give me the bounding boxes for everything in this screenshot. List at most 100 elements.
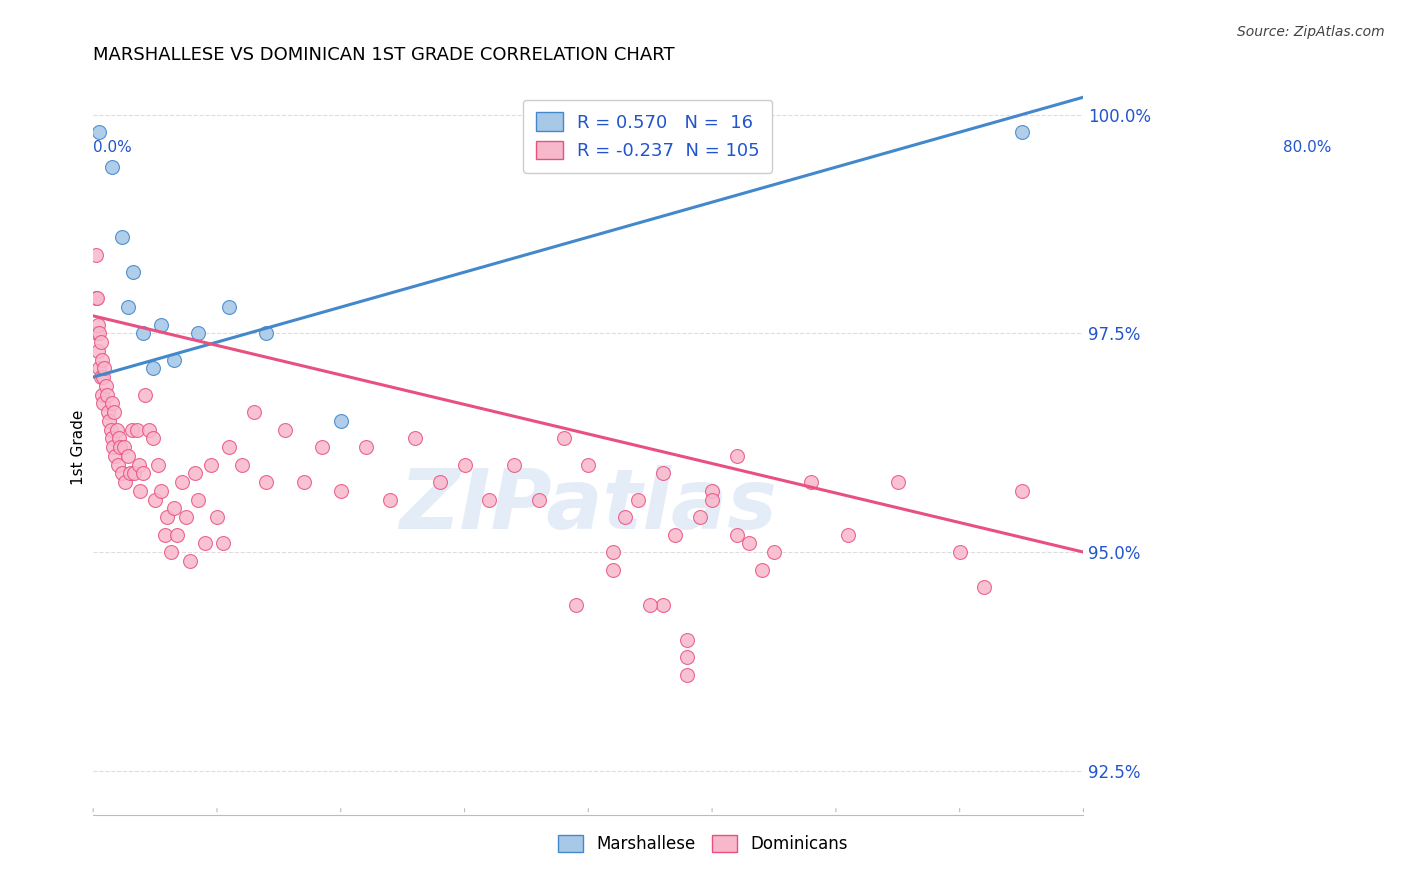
Point [664,527,686,541]
Point [131,467,153,481]
Point [194,536,217,550]
Point [101,440,124,454]
Text: Source: ZipAtlas.com: Source: ZipAtlas.com [1237,25,1385,39]
Text: ZIPatlas: ZIPatlas [399,466,778,547]
Point [104,449,127,463]
Point [651,598,673,612]
Point [329,414,352,428]
Point [156,510,179,524]
Point [949,545,972,559]
Point [453,458,475,472]
Point [887,475,910,489]
Point [1011,483,1033,498]
Point [231,458,253,472]
Point [100,431,122,445]
Point [111,230,134,244]
Point [91,370,114,384]
Point [565,598,588,612]
Point [114,475,136,489]
Point [96,387,118,401]
Point [143,492,166,507]
Point [676,632,699,647]
Point [142,361,165,376]
Point [311,440,333,454]
Point [90,387,112,401]
Point [404,431,426,445]
Point [614,510,637,524]
Point [91,396,114,410]
Point [84,292,107,306]
Point [120,467,142,481]
Point [134,387,156,401]
Point [973,580,995,594]
Point [150,318,173,332]
Point [602,563,624,577]
Point [100,160,122,174]
Point [602,545,624,559]
Point [651,467,673,481]
Point [160,545,183,559]
Point [87,318,110,332]
Text: MARSHALLESE VS DOMINICAN 1ST GRADE CORRELATION CHART: MARSHALLESE VS DOMINICAN 1ST GRADE CORRE… [93,46,675,64]
Point [527,492,550,507]
Point [121,423,143,437]
Point [90,335,112,350]
Text: 80.0%: 80.0% [1282,140,1331,155]
Point [117,300,139,314]
Point [725,527,748,541]
Point [274,423,297,437]
Point [200,458,222,472]
Point [166,527,188,541]
Point [108,431,131,445]
Point [183,467,205,481]
Point [218,440,240,454]
Point [179,554,201,568]
Point [503,458,526,472]
Point [627,492,650,507]
Point [97,405,120,419]
Point [105,423,128,437]
Point [153,527,176,541]
Point [117,449,139,463]
Point [676,650,699,665]
Point [638,598,661,612]
Point [131,326,153,341]
Point [187,492,209,507]
Legend: Marshallese, Dominicans: Marshallese, Dominicans [550,827,856,862]
Point [94,379,117,393]
Point [218,300,240,314]
Point [689,510,711,524]
Point [700,492,723,507]
Text: 0.0%: 0.0% [93,140,132,155]
Point [84,247,107,261]
Point [243,405,266,419]
Point [121,265,143,279]
Point [111,467,134,481]
Point [256,475,278,489]
Point [150,483,173,498]
Point [138,423,160,437]
Point [93,361,115,376]
Point [837,527,859,541]
Point [100,396,122,410]
Point [380,492,402,507]
Point [292,475,315,489]
Point [676,667,699,681]
Point [700,483,723,498]
Point [125,423,148,437]
Point [89,125,111,139]
Point [429,475,451,489]
Point [110,440,132,454]
Point [107,458,129,472]
Point [87,343,110,358]
Y-axis label: 1st Grade: 1st Grade [72,409,86,484]
Point [553,431,575,445]
Point [89,361,111,376]
Point [163,501,186,516]
Point [576,458,599,472]
Point [478,492,501,507]
Point [100,423,122,437]
Point [128,458,150,472]
Point [800,475,823,489]
Point [205,510,228,524]
